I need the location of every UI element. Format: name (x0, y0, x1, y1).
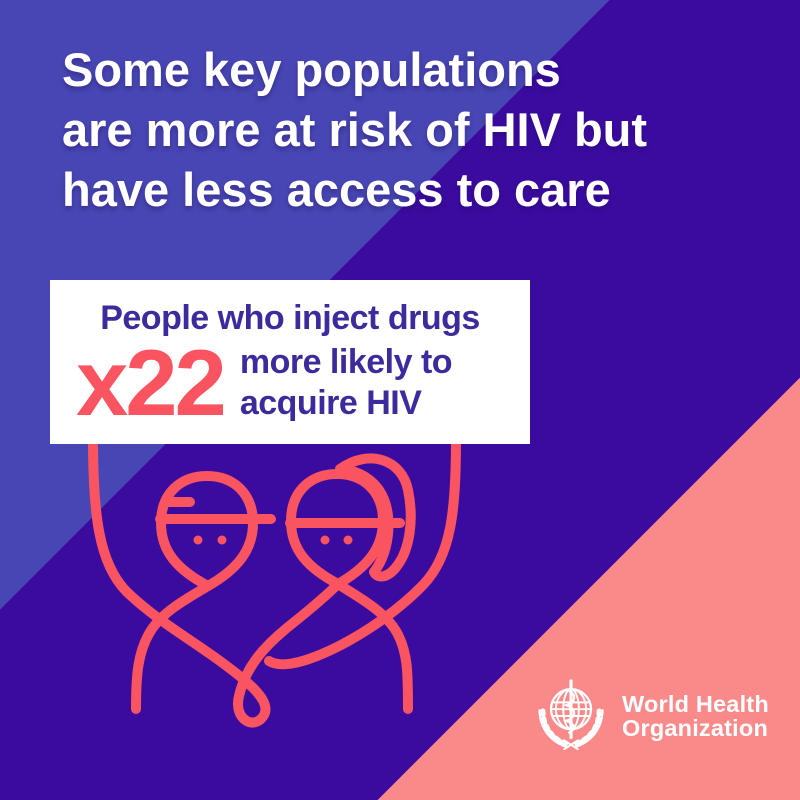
stat-row: x22 more likely to acquire HIV (50, 330, 530, 435)
eye-dot (193, 535, 203, 545)
eye-dot (343, 535, 353, 545)
right-arm-line (264, 433, 461, 670)
left-arm-and-loop-line (88, 433, 344, 728)
who-emblem-icon (538, 679, 604, 751)
who-wordmark: World Health Organization (622, 690, 769, 741)
stat-detail: more likely to acquire HIV (239, 342, 453, 422)
left-person-head (156, 471, 258, 591)
left-person-body-leg (131, 581, 213, 714)
stat-card: People who inject drugs x22 more likely … (50, 280, 530, 444)
stat-multiplier: x22 (76, 330, 227, 435)
left-person-lineart (88, 433, 344, 728)
who-logo-lockup: World Health Organization (533, 677, 769, 755)
headline: Some key populations are more at risk of… (62, 43, 648, 216)
right-person-lineart (264, 433, 461, 714)
eye-dot (217, 535, 227, 545)
eye-dot (320, 535, 330, 545)
ponytail-line (335, 453, 416, 582)
right-person-head (286, 469, 388, 589)
right-person-body-leg (333, 579, 413, 714)
stat-intro: People who inject drugs (100, 299, 480, 337)
